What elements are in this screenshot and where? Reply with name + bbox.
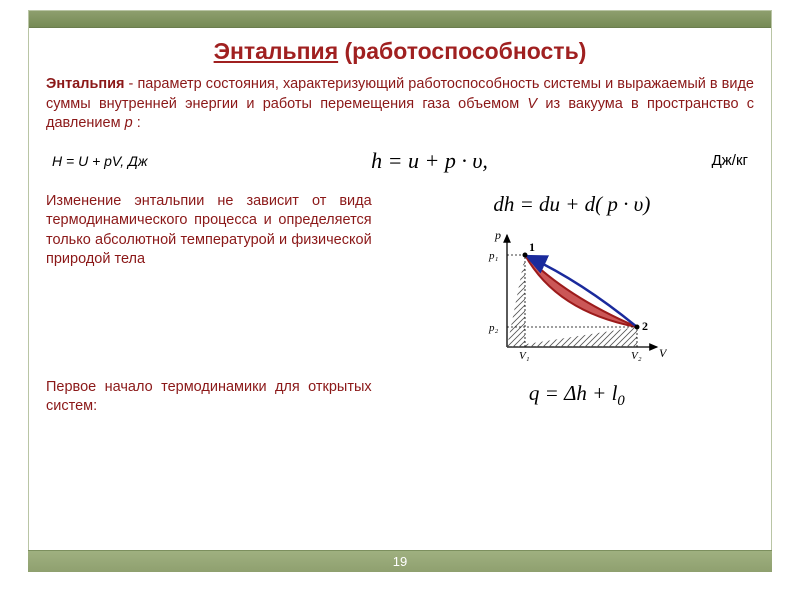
v2-label: V₂ bbox=[631, 350, 642, 362]
definition-V: V bbox=[527, 96, 537, 112]
slide-title: Энтальпия (работоспособность) bbox=[46, 38, 754, 65]
formula-dh: dh = du + d( p · υ) bbox=[493, 192, 650, 217]
title-underlined: Энтальпия bbox=[214, 38, 339, 64]
formula-h: h = u + p · υ, bbox=[371, 148, 488, 174]
title-rest: (работоспособность) bbox=[338, 38, 586, 64]
formula-q: q = Δh + l0 bbox=[400, 381, 754, 410]
page-number: 19 bbox=[393, 554, 407, 569]
slide-content: Энтальпия (работоспособность) Энтальпия … bbox=[36, 32, 764, 548]
last-section: Первое начало термодинамики для открытых… bbox=[46, 378, 754, 417]
formula-H: H = U + pV, Дж bbox=[52, 153, 147, 169]
p1-label: p₁ bbox=[488, 250, 499, 262]
formula-unit: Дж/кг bbox=[712, 152, 748, 169]
point1-label: 1 bbox=[529, 240, 535, 254]
formula-row: H = U + pV, Дж h = u + p · υ, Дж/кг bbox=[46, 148, 754, 174]
axis-v-label: V bbox=[659, 346, 667, 360]
right-column: dh = du + d( p · υ) bbox=[390, 192, 754, 362]
v1-label: V₁ bbox=[519, 350, 530, 362]
pv-diagram: p V p₁ p₂ V₁ V₂ 1 2 bbox=[477, 227, 667, 362]
axis-p-label: p bbox=[494, 228, 501, 242]
point2-label: 2 bbox=[642, 319, 648, 333]
paragraph-first-law: Первое начало термодинамики для открытых… bbox=[46, 378, 372, 417]
formula-q-sub: 0 bbox=[617, 393, 624, 409]
definition-paragraph: Энтальпия - параметр состояния, характер… bbox=[46, 75, 754, 134]
p2-label: p₂ bbox=[488, 322, 499, 334]
definition-p: p bbox=[125, 115, 133, 131]
mid-section: Изменение энтальпии не зависит от вида т… bbox=[46, 192, 754, 362]
definition-end: : bbox=[133, 115, 141, 131]
definition-lead: Энтальпия bbox=[46, 76, 125, 92]
slide-footer: 19 bbox=[28, 550, 772, 572]
formula-q-main: q = Δh + l bbox=[529, 381, 618, 405]
paragraph-change: Изменение энтальпии не зависит от вида т… bbox=[46, 192, 372, 362]
